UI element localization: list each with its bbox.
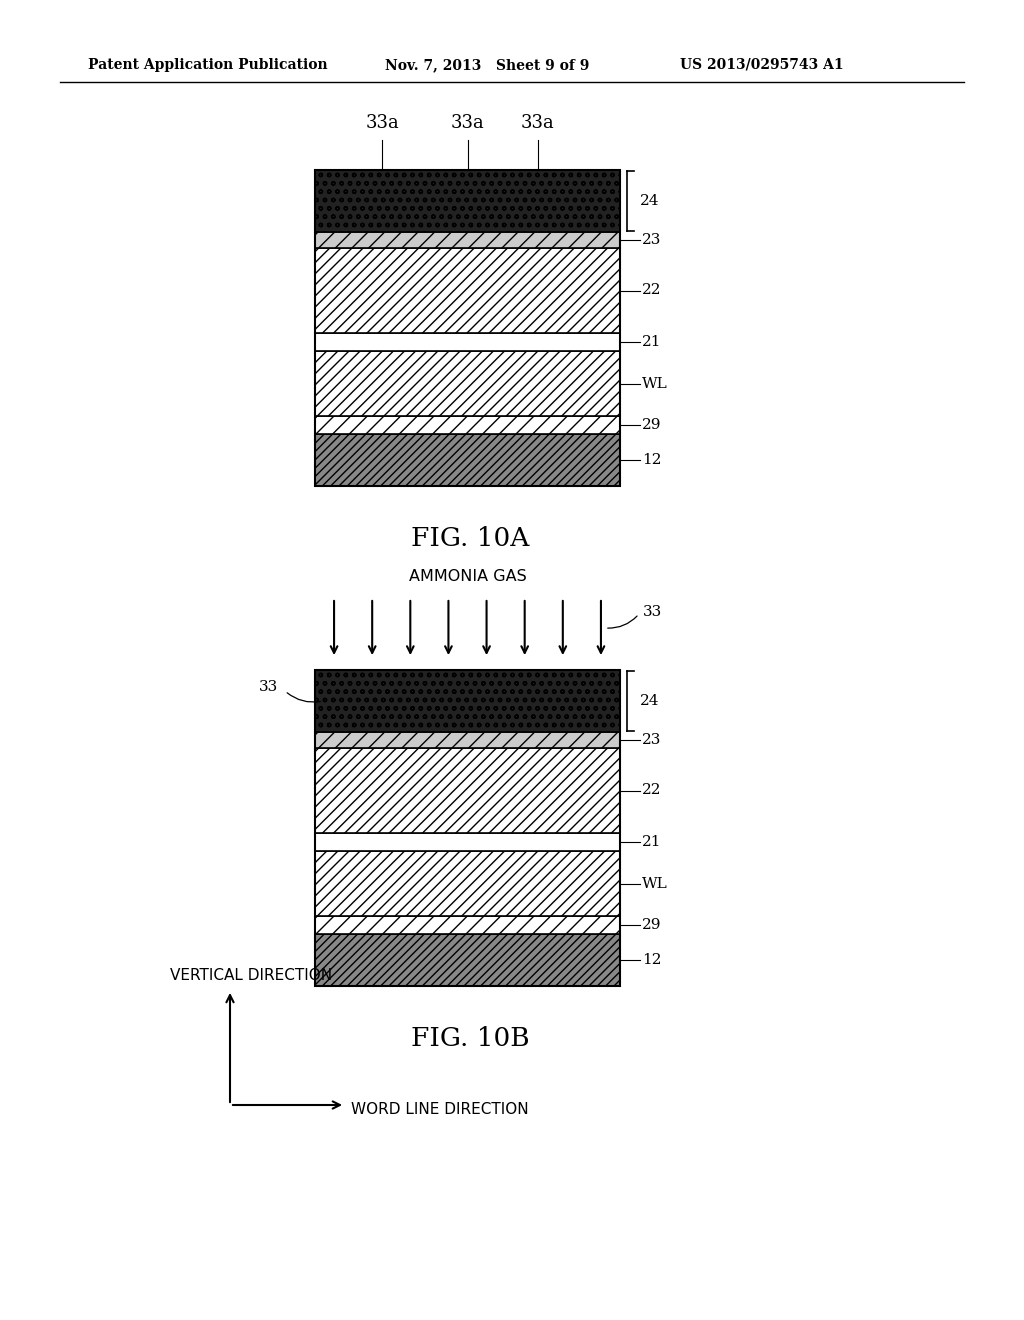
Text: Patent Application Publication: Patent Application Publication — [88, 58, 328, 73]
Text: 33a: 33a — [521, 114, 555, 132]
Text: 24: 24 — [640, 194, 659, 209]
Bar — [315, 416, 620, 434]
Bar — [315, 232, 620, 248]
Text: 29: 29 — [642, 418, 662, 432]
Bar — [315, 351, 620, 416]
Text: Nov. 7, 2013   Sheet 9 of 9: Nov. 7, 2013 Sheet 9 of 9 — [385, 58, 590, 73]
Bar — [315, 916, 620, 935]
Bar — [315, 833, 620, 851]
Bar — [315, 748, 620, 833]
Text: WL: WL — [642, 876, 668, 891]
Text: 33: 33 — [643, 605, 663, 619]
Bar — [315, 170, 620, 232]
Text: FIG. 10A: FIG. 10A — [411, 525, 529, 550]
Bar — [315, 671, 620, 733]
Text: 23: 23 — [642, 234, 662, 247]
Text: 12: 12 — [642, 453, 662, 467]
Bar — [315, 733, 620, 748]
Text: FIG. 10B: FIG. 10B — [411, 1026, 529, 1051]
Bar — [315, 851, 620, 916]
Text: 21: 21 — [642, 335, 662, 348]
Text: VERTICAL DIRECTION: VERTICAL DIRECTION — [170, 969, 332, 983]
Text: US 2013/0295743 A1: US 2013/0295743 A1 — [680, 58, 844, 73]
Bar — [315, 671, 620, 986]
Text: 33a: 33a — [366, 114, 399, 132]
Bar — [315, 248, 620, 333]
Text: 29: 29 — [642, 917, 662, 932]
Bar — [315, 333, 620, 351]
Bar — [315, 434, 620, 486]
Bar — [315, 170, 620, 486]
Text: 22: 22 — [642, 784, 662, 797]
Text: 23: 23 — [642, 733, 662, 747]
Text: 24: 24 — [640, 694, 659, 708]
Text: AMMONIA GAS: AMMONIA GAS — [409, 569, 526, 583]
Bar — [315, 935, 620, 986]
Text: WL: WL — [642, 376, 668, 391]
Text: 22: 22 — [642, 284, 662, 297]
Text: WORD LINE DIRECTION: WORD LINE DIRECTION — [351, 1101, 528, 1117]
Text: 21: 21 — [642, 836, 662, 849]
Text: 33a: 33a — [451, 114, 484, 132]
Text: 33: 33 — [259, 680, 279, 694]
Text: 12: 12 — [642, 953, 662, 968]
